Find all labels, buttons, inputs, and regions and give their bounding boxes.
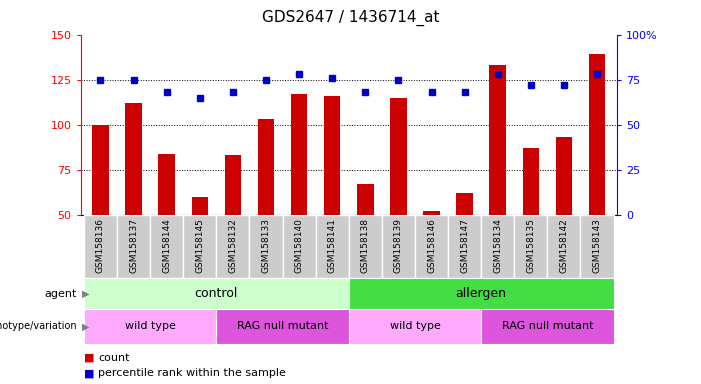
Text: GSM158143: GSM158143 xyxy=(592,218,601,273)
Text: ▶: ▶ xyxy=(82,289,90,299)
Bar xyxy=(291,94,307,215)
Text: GSM158133: GSM158133 xyxy=(261,218,271,273)
Text: wild type: wild type xyxy=(125,321,175,331)
Bar xyxy=(224,156,241,215)
Bar xyxy=(324,96,341,215)
Text: GSM158142: GSM158142 xyxy=(559,218,569,273)
Bar xyxy=(217,309,349,344)
Bar xyxy=(522,148,539,215)
Bar xyxy=(448,215,481,278)
Bar xyxy=(382,215,415,278)
Text: ▶: ▶ xyxy=(82,321,90,331)
Text: allergen: allergen xyxy=(456,287,507,300)
Bar xyxy=(250,215,283,278)
Bar xyxy=(150,215,183,278)
Bar xyxy=(349,278,613,309)
Text: count: count xyxy=(98,353,130,363)
Bar xyxy=(258,119,274,215)
Text: GSM158138: GSM158138 xyxy=(361,218,370,273)
Text: GSM158137: GSM158137 xyxy=(129,218,138,273)
Bar xyxy=(349,309,481,344)
Text: genotype/variation: genotype/variation xyxy=(0,321,77,331)
Text: control: control xyxy=(195,287,238,300)
Text: RAG null mutant: RAG null mutant xyxy=(502,321,593,331)
Text: GSM158145: GSM158145 xyxy=(196,218,204,273)
Bar xyxy=(415,215,448,278)
Text: GSM158146: GSM158146 xyxy=(427,218,436,273)
Bar xyxy=(357,184,374,215)
Bar xyxy=(423,212,440,215)
Bar xyxy=(547,215,580,278)
Bar xyxy=(84,215,117,278)
Bar xyxy=(117,215,150,278)
Bar xyxy=(84,309,217,344)
Text: GSM158147: GSM158147 xyxy=(460,218,469,273)
Bar xyxy=(589,55,605,215)
Text: GSM158136: GSM158136 xyxy=(96,218,105,273)
Bar xyxy=(191,197,208,215)
Bar xyxy=(93,125,109,215)
Bar xyxy=(315,215,349,278)
Bar xyxy=(556,137,572,215)
Text: GSM158141: GSM158141 xyxy=(327,218,336,273)
Text: GSM158144: GSM158144 xyxy=(162,218,171,273)
Text: agent: agent xyxy=(45,289,77,299)
Text: GSM158140: GSM158140 xyxy=(294,218,304,273)
Bar xyxy=(125,103,142,215)
Bar xyxy=(183,215,217,278)
Bar xyxy=(158,154,175,215)
Bar xyxy=(580,215,613,278)
Text: ■: ■ xyxy=(84,368,95,378)
Bar xyxy=(456,194,473,215)
Text: percentile rank within the sample: percentile rank within the sample xyxy=(98,368,286,378)
Bar xyxy=(390,98,407,215)
Bar xyxy=(84,278,349,309)
Text: GSM158132: GSM158132 xyxy=(229,218,238,273)
Bar xyxy=(283,215,315,278)
Bar xyxy=(481,215,515,278)
Bar xyxy=(217,215,250,278)
Text: GDS2647 / 1436714_at: GDS2647 / 1436714_at xyxy=(261,10,440,26)
Bar xyxy=(349,215,382,278)
Text: ■: ■ xyxy=(84,353,95,363)
Text: GSM158134: GSM158134 xyxy=(494,218,502,273)
Bar xyxy=(515,215,547,278)
Bar xyxy=(489,65,506,215)
Text: wild type: wild type xyxy=(390,321,440,331)
Bar xyxy=(481,309,613,344)
Text: GSM158135: GSM158135 xyxy=(526,218,536,273)
Text: RAG null mutant: RAG null mutant xyxy=(237,321,328,331)
Text: GSM158139: GSM158139 xyxy=(394,218,403,273)
